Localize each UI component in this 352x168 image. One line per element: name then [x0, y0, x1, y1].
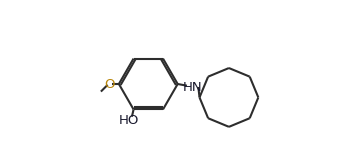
Text: HN: HN	[182, 80, 202, 94]
Text: HO: HO	[119, 114, 139, 127]
Text: O: O	[105, 77, 115, 91]
